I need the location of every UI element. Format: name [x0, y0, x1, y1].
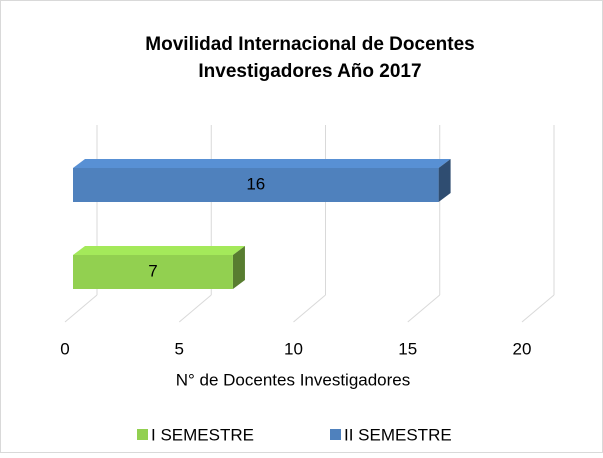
data-label: 16 [246, 174, 265, 193]
legend-swatch [330, 429, 341, 440]
chart-title: Investigadores Año 2017 [198, 61, 421, 82]
legend-label: II SEMESTRE [344, 425, 452, 444]
bar-side [438, 159, 451, 202]
x-tick-label: 0 [60, 339, 69, 358]
x-tick-label: 10 [284, 339, 303, 358]
grid-line [293, 294, 326, 323]
bar-top [73, 246, 245, 255]
x-tick-label: 15 [398, 339, 417, 358]
grid-line [407, 294, 441, 323]
data-label: 7 [148, 261, 157, 280]
bar [73, 168, 439, 202]
chart-title: Movilidad Internacional de Docentes [145, 34, 474, 55]
x-tick-label: 5 [175, 339, 184, 358]
x-tick-label: 20 [513, 339, 532, 358]
bar [73, 255, 233, 289]
grid-line [521, 294, 555, 323]
legend-label: I SEMESTRE [151, 425, 254, 444]
x-axis-title: N° de Docentes Investigadores [176, 370, 411, 389]
bar-top [73, 159, 451, 168]
legend-swatch [137, 429, 148, 440]
grid-line [64, 294, 98, 323]
bar-side [232, 246, 245, 289]
grid-line [178, 294, 212, 323]
